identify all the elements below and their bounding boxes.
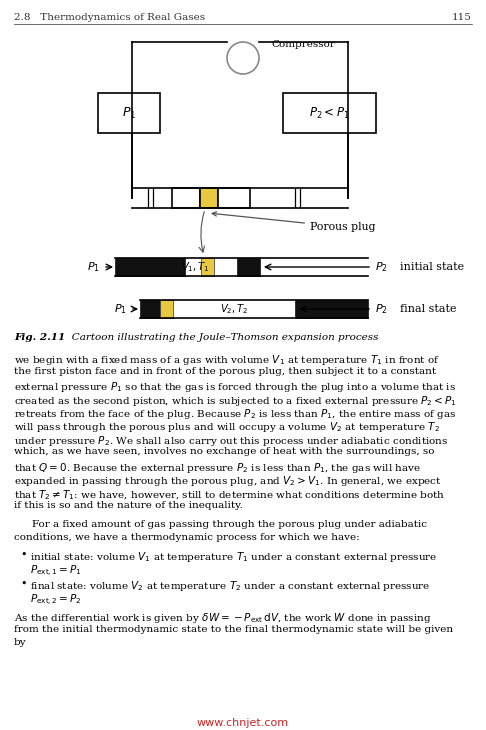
- Text: will pass through the porous plus and will occupy a volume $V_2$ at temperature : will pass through the porous plus and wi…: [14, 420, 440, 434]
- Text: $P_1$: $P_1$: [122, 105, 136, 120]
- Text: $P_2$: $P_2$: [375, 302, 388, 316]
- Bar: [237, 258, 260, 276]
- Text: that $T_2 \neq T_1$: we have, however, still to determine what conditions determ: that $T_2 \neq T_1$: we have, however, s…: [14, 488, 445, 502]
- Bar: [201, 258, 214, 276]
- Text: that $Q = 0$. Because the external pressure $P_2$ is less than $P_1$, the gas wi: that $Q = 0$. Because the external press…: [14, 461, 421, 475]
- Text: from the initial thermodynamic state to the final thermodynamic state will be gi: from the initial thermodynamic state to …: [14, 624, 453, 634]
- Text: $V_1, T_1$: $V_1, T_1$: [181, 260, 209, 274]
- Text: $P_1$: $P_1$: [114, 302, 127, 316]
- Text: •: •: [20, 550, 27, 560]
- Text: $P_{\rm ext,1} = P_1$: $P_{\rm ext,1} = P_1$: [30, 564, 82, 579]
- Bar: [283, 93, 376, 133]
- Text: Fig. 2.11: Fig. 2.11: [14, 333, 65, 342]
- Text: initial state: volume $V_1$ at temperature $T_1$ under a constant external press: initial state: volume $V_1$ at temperatu…: [30, 550, 437, 564]
- Text: initial state: initial state: [400, 262, 464, 272]
- Text: expanded in passing through the porous plug, and $V_2 > V_1$. In general, we exp: expanded in passing through the porous p…: [14, 474, 442, 488]
- Text: $V_2, T_2$: $V_2, T_2$: [220, 302, 248, 316]
- Text: $P_{\rm ext,2} = P_2$: $P_{\rm ext,2} = P_2$: [30, 593, 81, 607]
- Text: 115: 115: [452, 13, 472, 22]
- Bar: [172, 188, 200, 208]
- Bar: [160, 300, 173, 318]
- Text: •: •: [20, 579, 27, 589]
- Text: final state: volume $V_2$ at temperature $T_2$ under a constant external pressur: final state: volume $V_2$ at temperature…: [30, 579, 431, 593]
- Bar: [98, 93, 160, 133]
- Text: under pressure $P_2$. We shall also carry out this process under adiabatic condi: under pressure $P_2$. We shall also carr…: [14, 434, 449, 448]
- Text: For a fixed amount of gas passing through the porous plug under adiabatic: For a fixed amount of gas passing throug…: [32, 520, 427, 529]
- Text: the first piston face and in front of the porous plug, then subject it to a cons: the first piston face and in front of th…: [14, 366, 436, 375]
- Text: retreats from the face of the plug. Because $P_2$ is less than $P_1$, the entire: retreats from the face of the plug. Beca…: [14, 407, 456, 421]
- Text: final state: final state: [400, 304, 456, 314]
- Text: which, as we have seen, involves no exchange of heat with the surroundings, so: which, as we have seen, involves no exch…: [14, 447, 434, 456]
- Bar: [140, 300, 160, 318]
- Text: Porous plug: Porous plug: [212, 212, 376, 232]
- Text: if this is so and the nature of the inequality.: if this is so and the nature of the ineq…: [14, 502, 243, 510]
- Text: $P_2< P_1$: $P_2< P_1$: [309, 105, 350, 120]
- Text: external pressure $P_1$ so that the gas is forced through the plug into a volume: external pressure $P_1$ so that the gas …: [14, 380, 456, 394]
- Bar: [115, 258, 185, 276]
- Text: conditions, we have a thermodynamic process for which we have:: conditions, we have a thermodynamic proc…: [14, 534, 360, 542]
- Bar: [295, 300, 368, 318]
- Text: we begin with a fixed mass of a gas with volume $V_1$ at temperature $T_1$ in fr: we begin with a fixed mass of a gas with…: [14, 353, 440, 367]
- Text: 2.8   Thermodynamics of Real Gases: 2.8 Thermodynamics of Real Gases: [14, 13, 205, 22]
- Text: www.chnjet.com: www.chnjet.com: [197, 718, 289, 728]
- Text: Compressor: Compressor: [271, 40, 335, 49]
- Text: $P_2$: $P_2$: [375, 260, 388, 274]
- Text: Cartoon illustrating the Joule–Thomson expansion process: Cartoon illustrating the Joule–Thomson e…: [62, 333, 379, 342]
- Bar: [218, 188, 250, 208]
- Bar: [200, 188, 218, 208]
- Text: created as the second piston, which is subjected to a fixed external pressure $P: created as the second piston, which is s…: [14, 393, 457, 407]
- Text: by: by: [14, 638, 27, 647]
- Text: As the differential work is given by $\delta W = -P_{\rm ext}\,{\rm d}V$, the wo: As the differential work is given by $\d…: [14, 611, 432, 625]
- Text: $P_1$: $P_1$: [87, 260, 100, 274]
